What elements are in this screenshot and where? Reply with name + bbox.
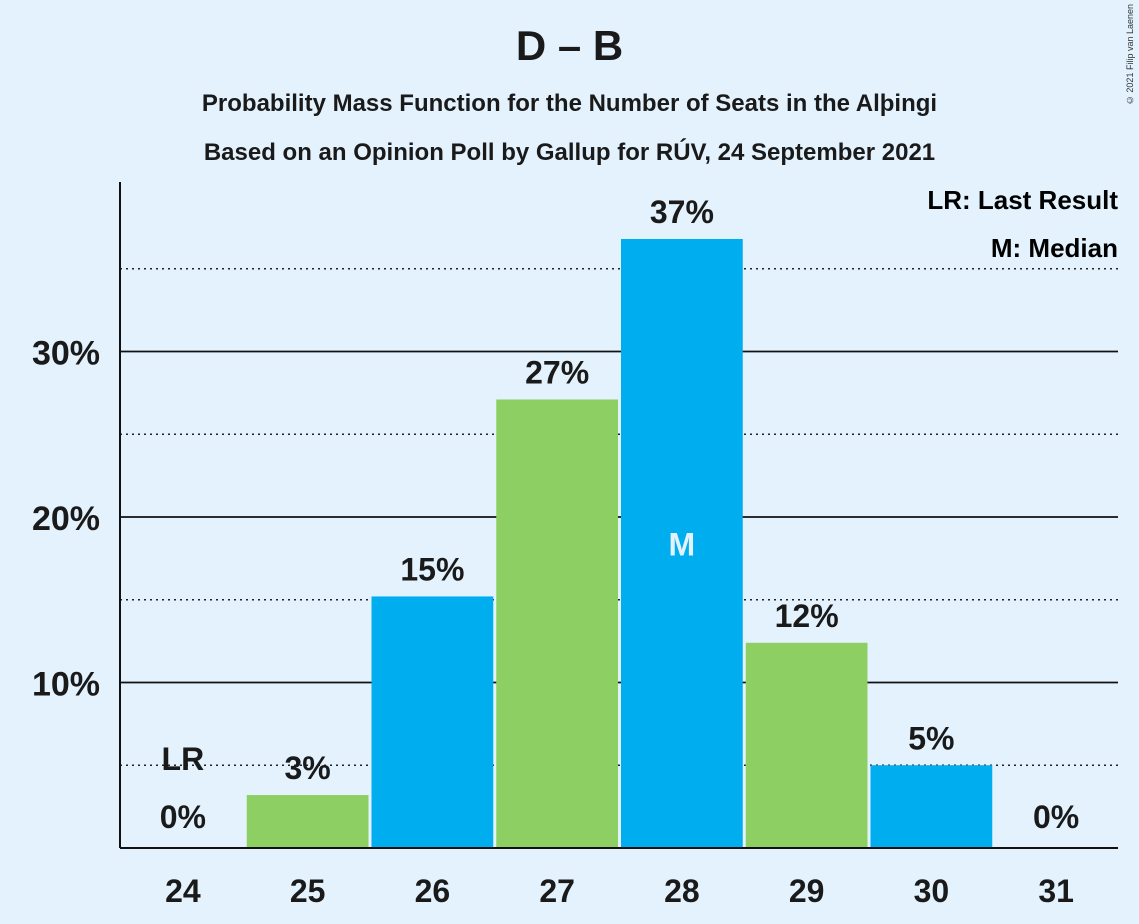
data-label-29: 12% bbox=[775, 598, 839, 634]
data-label-28: 37% bbox=[650, 194, 714, 230]
legend: LR: Last Result M: Median bbox=[927, 185, 1118, 263]
bar-30 bbox=[870, 765, 993, 848]
data-labels: 0% LR 3% 15% 27% 37% M 12% 5% 0% bbox=[160, 194, 1080, 835]
bar-25 bbox=[246, 795, 369, 848]
bars bbox=[246, 238, 993, 848]
chart-subtitle-source: Based on an Opinion Poll by Gallup for R… bbox=[203, 139, 936, 166]
x-axis: 24 25 26 27 28 29 30 31 bbox=[120, 847, 1118, 909]
legend-last-result: LR: Last Result bbox=[927, 185, 1118, 215]
data-label-30: 5% bbox=[908, 720, 954, 756]
median-marker: M bbox=[669, 526, 696, 562]
bar-28 bbox=[621, 238, 743, 848]
bar-29 bbox=[745, 642, 868, 848]
bar-26 bbox=[371, 596, 494, 848]
chart-subtitle-method: Probability Mass Function for the Number… bbox=[201, 90, 938, 117]
x-tick-label-26: 26 bbox=[415, 873, 451, 909]
bar-27 bbox=[496, 399, 618, 848]
data-label-26: 15% bbox=[400, 551, 464, 587]
data-label-24: 0% bbox=[160, 799, 206, 835]
x-tick-label-27: 27 bbox=[539, 873, 575, 909]
y-tick-label-10: 10% bbox=[32, 666, 100, 704]
y-axis: 10% 20% 30% bbox=[32, 182, 121, 848]
x-tick-label-24: 24 bbox=[165, 873, 201, 909]
data-label-31: 0% bbox=[1033, 799, 1079, 835]
x-tick-label-25: 25 bbox=[290, 873, 326, 909]
x-tick-label-30: 30 bbox=[914, 873, 950, 909]
x-tick-label-29: 29 bbox=[789, 873, 825, 909]
data-label-27: 27% bbox=[525, 354, 589, 390]
x-tick-label-28: 28 bbox=[664, 873, 700, 909]
legend-median: M: Median bbox=[991, 233, 1118, 263]
gridlines bbox=[120, 267, 1118, 767]
last-result-marker: LR bbox=[162, 741, 205, 777]
y-tick-label-20: 20% bbox=[32, 500, 100, 538]
data-label-25: 3% bbox=[285, 750, 331, 786]
y-tick-label-30: 30% bbox=[32, 335, 100, 373]
x-tick-label-31: 31 bbox=[1038, 873, 1074, 909]
chart-title: D – B bbox=[515, 22, 624, 69]
